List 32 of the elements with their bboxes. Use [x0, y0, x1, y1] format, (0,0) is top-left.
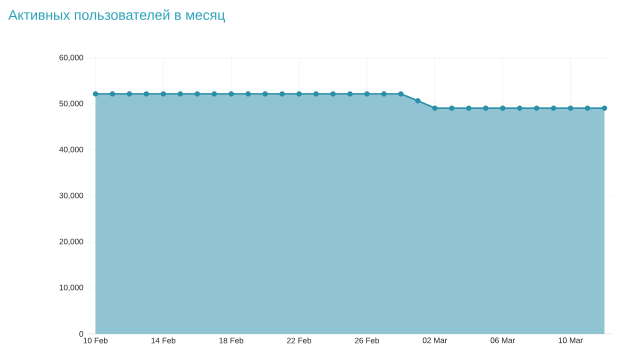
- point: [483, 105, 488, 111]
- point: [296, 91, 302, 97]
- point: [126, 91, 132, 97]
- point: [212, 91, 217, 97]
- chart-title: Активных пользователей в месяц: [8, 9, 225, 23]
- point: [313, 91, 319, 97]
- point: [381, 91, 387, 97]
- point: [415, 98, 421, 104]
- point: [516, 105, 522, 111]
- point: [568, 105, 574, 111]
- point: [364, 91, 370, 97]
- point: [330, 91, 336, 97]
- point: [194, 91, 200, 97]
- point: [466, 105, 472, 111]
- point: [398, 91, 404, 97]
- point: [178, 91, 184, 97]
- point: [246, 91, 251, 97]
- point: [228, 91, 234, 97]
- point: [347, 91, 353, 97]
- point: [110, 91, 116, 97]
- point: [432, 105, 438, 111]
- point: [279, 91, 285, 97]
- point: [534, 105, 540, 111]
- point: [500, 105, 506, 111]
- point: [262, 91, 268, 97]
- point: [92, 91, 98, 97]
- point: [550, 105, 556, 111]
- point: [602, 105, 608, 111]
- point: [584, 105, 590, 111]
- point: [449, 105, 455, 111]
- point: [144, 91, 150, 97]
- point: [160, 91, 166, 97]
